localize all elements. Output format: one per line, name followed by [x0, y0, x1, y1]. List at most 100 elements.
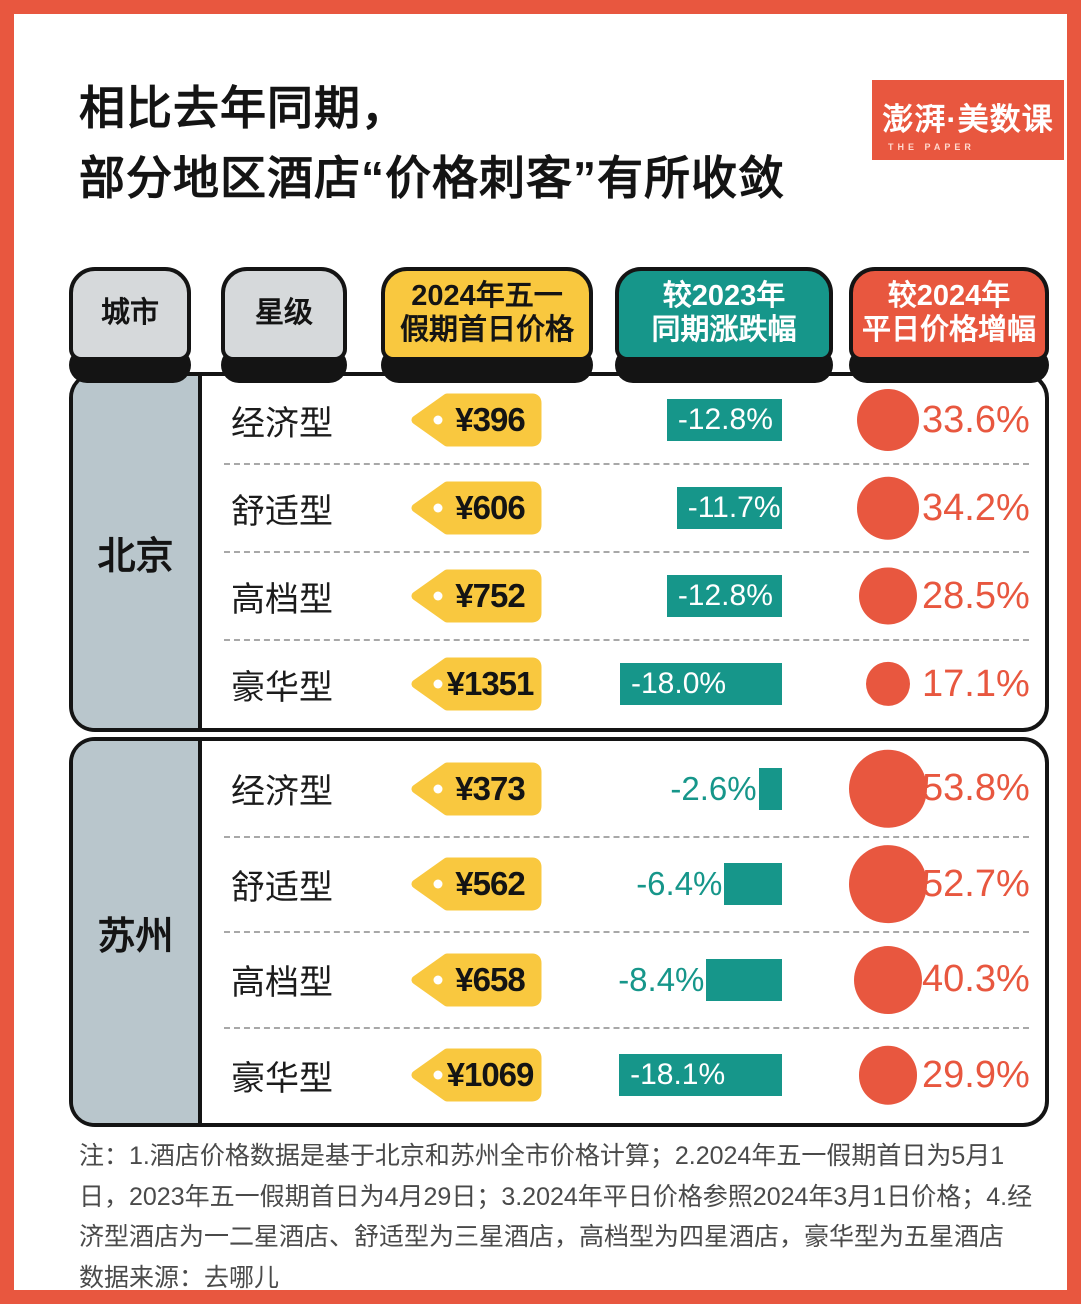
table-row: 高档型 ¥658 -8.4% 40.3%: [202, 931, 1045, 1028]
uplift-value: 40.3%: [922, 958, 1030, 1001]
uplift-circle: [848, 749, 928, 828]
star-level-label: 舒适型: [231, 492, 333, 531]
price-tag: ¥562: [411, 856, 543, 912]
uplift-value: 17.1%: [922, 662, 1030, 705]
header-tab-label: 较2023年 同期涨跌幅: [615, 267, 833, 361]
star-level-label: 高档型: [231, 580, 333, 619]
price-tag: ¥658: [411, 952, 543, 1008]
tag-hole: [433, 415, 443, 425]
header-tab-star-level: 星级: [221, 267, 347, 383]
price-tag-icon: [411, 953, 542, 1007]
price-tag-icon: [411, 857, 542, 911]
yoy-bar: -12.8%: [666, 575, 782, 617]
header-tab-label: 星级: [221, 267, 347, 361]
price-value: ¥1351: [446, 665, 535, 702]
price-tag: ¥1351: [411, 656, 543, 712]
city-block-beijing: 北京 经济型 ¥396 -12.8% 33.6% 舒适型 ¥606 -11.7% 34.2% 高…: [69, 372, 1049, 732]
price-value: ¥658: [455, 960, 525, 998]
star-level-label: 豪华型: [231, 668, 333, 707]
uplift-circle: [859, 567, 917, 625]
header-tab-label: 城市: [69, 267, 191, 361]
yoy-value: -12.8%: [677, 579, 773, 612]
tag-hole: [433, 879, 443, 889]
title-line-2: 部分地区酒店“价格刺客”有所收敛: [79, 151, 785, 204]
header-tab-label: 较2024年 平日价格增幅: [849, 267, 1049, 361]
price-value: ¥1069: [446, 1056, 535, 1094]
yoy-bar-area: -11.7%: [202, 464, 782, 552]
uplift-value: 53.8%: [922, 767, 1030, 810]
price-tag-icon: [411, 1048, 542, 1102]
yoy-bar-area: -2.6%: [202, 741, 782, 837]
header-line: 假期首日价格: [399, 314, 574, 346]
yoy-bar: -18.1%: [619, 1054, 782, 1097]
footnotes: 注：1.酒店价格数据是基于北京和苏州全市价格计算；2.2024年五一假期首日为5…: [79, 1136, 1034, 1290]
page-title: 相比去年同期， 部分地区酒店“价格刺客”有所收敛: [79, 74, 785, 214]
yoy-bar-area: -18.0%: [202, 640, 782, 728]
price-tag: ¥752: [411, 568, 543, 624]
yoy-bar: [724, 863, 782, 906]
price-value: ¥373: [455, 769, 525, 807]
star-level-label: 高档型: [231, 964, 333, 1003]
table-row: 经济型 ¥396 -12.8% 33.6%: [202, 376, 1045, 464]
price-tag-icon: [411, 393, 542, 447]
header-line: 城市: [100, 297, 159, 330]
yoy-bar: -18.0%: [620, 663, 782, 705]
city-label: 北京: [73, 376, 202, 728]
yoy-value: -12.8%: [677, 403, 773, 436]
price-tag: ¥373: [411, 761, 543, 817]
yoy-bar: [758, 767, 782, 810]
uplift-circle: [865, 661, 911, 707]
title-line-1: 相比去年同期，: [79, 82, 408, 134]
yoy-value: -18.1%: [630, 1058, 726, 1092]
header-tab-weekday-uplift: 较2024年 平日价格增幅: [849, 267, 1049, 383]
tag-hole: [433, 1070, 443, 1080]
price-tag: ¥396: [411, 392, 543, 448]
price-value: ¥752: [455, 577, 525, 614]
yoy-value: -8.4%: [618, 960, 705, 998]
price-tag-icon: [411, 481, 542, 535]
uplift-value: 52.7%: [922, 862, 1030, 905]
city-rows: 经济型 ¥373 -2.6% 53.8% 舒适型 ¥562 -6.4% 52.7% 高档型 ¥65…: [202, 741, 1045, 1123]
price-value: ¥606: [455, 489, 525, 526]
logo-subtext: THE PAPER: [888, 142, 975, 152]
yoy-bar-area: -6.4%: [202, 837, 782, 933]
uplift-circle: [849, 845, 927, 924]
yoy-bar-area: -18.1%: [202, 1028, 782, 1124]
tag-hole: [433, 975, 443, 985]
header-line: 较2024年: [887, 280, 1011, 313]
price-value: ¥396: [455, 401, 525, 438]
uplift-value: 29.9%: [922, 1053, 1030, 1096]
uplift-circle: [858, 1046, 918, 1105]
price-value: ¥562: [455, 865, 525, 903]
yoy-bar: -12.8%: [666, 399, 782, 441]
table-row: 高档型 ¥752 -12.8% 28.5%: [202, 551, 1045, 640]
tag-hole: [433, 591, 443, 601]
table-row: 舒适型 ¥606 -11.7% 34.2%: [202, 463, 1045, 552]
header-tab-label: 2024年五一 假期首日价格: [381, 267, 593, 361]
yoy-value: -11.7%: [687, 491, 781, 524]
header-tab-holiday-price: 2024年五一 假期首日价格: [381, 267, 593, 383]
star-level-label: 舒适型: [231, 868, 333, 907]
uplift-value: 34.2%: [922, 486, 1030, 529]
header-line: 2024年五一: [411, 280, 563, 313]
table-row: 舒适型 ¥562 -6.4% 52.7%: [202, 835, 1045, 933]
uplift-circle: [856, 476, 920, 540]
yoy-value: -2.6%: [670, 769, 757, 807]
uplift-value: 33.6%: [922, 398, 1030, 441]
price-tag-icon: [411, 762, 542, 816]
header-line: 平日价格增幅: [861, 314, 1036, 346]
yoy-bar: -11.7%: [676, 487, 782, 529]
city-block-suzhou: 苏州 经济型 ¥373 -2.6% 53.8% 舒适型 ¥562 -6.4% 52.7% 高档型…: [69, 737, 1049, 1127]
header-line: 星级: [254, 297, 313, 330]
yoy-bar-area: -8.4%: [202, 932, 782, 1028]
the-paper-logo: 澎湃·美数课 THE PAPER: [872, 80, 1064, 160]
yoy-bar-area: -12.8%: [202, 552, 782, 640]
price-tag-icon: [411, 657, 542, 711]
note-body: 注：1.酒店价格数据是基于北京和苏州全市价格计算；2.2024年五一假期首日为5…: [79, 1142, 1033, 1251]
yoy-bar-area: -12.8%: [202, 376, 782, 464]
price-tag: ¥1069: [411, 1047, 543, 1103]
table-row: 豪华型 ¥1069 -18.1% 29.9%: [202, 1026, 1045, 1124]
city-rows: 经济型 ¥396 -12.8% 33.6% 舒适型 ¥606 -11.7% 34.2% 高档型 ¥…: [202, 376, 1045, 728]
uplift-value: 28.5%: [922, 574, 1030, 617]
